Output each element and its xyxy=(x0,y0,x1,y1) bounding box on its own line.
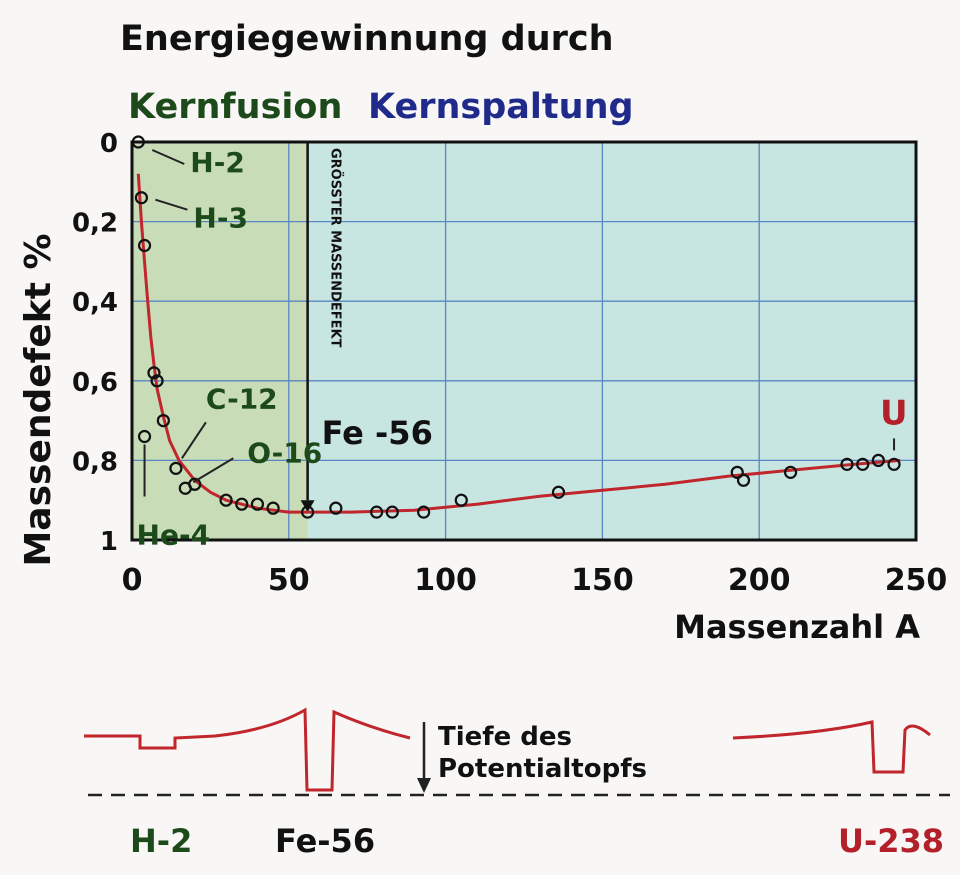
data-point xyxy=(150,374,164,388)
x-tick-label: 50 xyxy=(268,563,310,598)
data-point xyxy=(736,473,751,487)
annotation-leader xyxy=(181,421,207,459)
data-point xyxy=(887,457,901,471)
fusion-region xyxy=(132,142,308,540)
depth-arrow-head xyxy=(417,778,431,793)
x-tick-label: 150 xyxy=(571,563,634,598)
x-tick-label: 200 xyxy=(728,563,791,598)
label-u238: U-238 xyxy=(838,822,944,860)
tick-labels: 0 50 100 150 200 250 0 0,2 0,4 0,6 0,8 1 xyxy=(72,129,947,598)
x-tick-label: 0 xyxy=(122,563,143,598)
data-point xyxy=(250,497,265,511)
data-points xyxy=(131,135,901,519)
data-point xyxy=(188,477,202,491)
annotation-label: U xyxy=(880,393,908,433)
data-point xyxy=(385,505,399,519)
data-point xyxy=(137,429,152,444)
data-point xyxy=(137,238,152,253)
data-point xyxy=(147,366,161,380)
annotation-label: He-4 xyxy=(137,519,211,552)
data-point xyxy=(730,465,744,479)
subtitle-fusion: Kernfusion xyxy=(128,87,342,127)
y-tick-label: 0,8 xyxy=(72,447,118,477)
y-tick-label: 0,6 xyxy=(72,368,118,398)
annotation-leader xyxy=(155,198,188,211)
subtitle-fission: Kernspaltung xyxy=(368,87,634,127)
marker-label: GRÖSSTER MASSENDEFEKT xyxy=(328,148,344,348)
depth-label-1: Tiefe des xyxy=(438,722,572,752)
annotation-leader xyxy=(192,457,234,484)
data-point xyxy=(329,501,343,515)
data-point xyxy=(301,505,315,519)
y-tick-label: 1 xyxy=(100,527,118,557)
plot-frame xyxy=(130,140,918,542)
potential-well-diagram: Tiefe des Potentialtopfs H-2 Fe-56 U-238 xyxy=(84,707,950,860)
y-axis-label: Massendefekt % xyxy=(18,233,59,566)
y-tick-label: 0 xyxy=(100,129,118,159)
depth-label-2: Potentialtopfs xyxy=(438,754,647,784)
annotation-label: C-12 xyxy=(206,382,278,415)
annotation-label: O-16 xyxy=(247,436,322,469)
label-fe56: Fe-56 xyxy=(275,822,375,860)
annotation-label: H-2 xyxy=(190,146,245,179)
data-point xyxy=(856,457,870,471)
max-defect-marker: GRÖSSTER MASSENDEFEKT xyxy=(300,142,344,513)
x-axis-label: Massenzahl A xyxy=(674,608,920,646)
data-point xyxy=(156,414,170,428)
data-point xyxy=(551,485,566,499)
x-tick-label: 100 xyxy=(414,563,477,598)
label-h2: H-2 xyxy=(130,822,192,860)
data-point xyxy=(169,461,183,475)
annotation-leader xyxy=(151,149,185,165)
data-point xyxy=(840,457,854,471)
data-point xyxy=(783,465,798,479)
data-point xyxy=(134,191,149,205)
chart-title: Energiegewinnung durch xyxy=(120,19,614,59)
data-point xyxy=(871,453,885,467)
annotation-label: Fe -56 xyxy=(322,414,433,452)
data-point xyxy=(417,505,431,519)
x-tick-label: 250 xyxy=(885,563,948,598)
data-point xyxy=(454,493,468,507)
annotation-label: H-3 xyxy=(193,202,248,235)
data-point xyxy=(266,501,280,515)
y-tick-label: 0,2 xyxy=(72,209,118,239)
y-tick-label: 0,4 xyxy=(72,288,118,318)
data-point xyxy=(370,505,384,519)
data-point xyxy=(235,497,249,511)
data-point xyxy=(219,493,233,507)
data-point xyxy=(131,135,145,149)
potential-curve-light xyxy=(84,707,411,792)
mass-defect-curve xyxy=(136,173,901,514)
potential-curve-heavy xyxy=(732,720,931,774)
